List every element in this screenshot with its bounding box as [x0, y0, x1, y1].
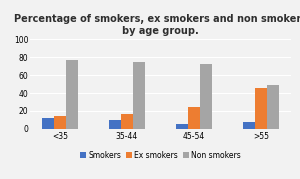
Title: Percentage of smokers, ex smokers and non smokers
by age group.: Percentage of smokers, ex smokers and no… — [14, 14, 300, 36]
Bar — [267, 85, 279, 129]
Bar — [42, 118, 54, 129]
Bar — [176, 124, 188, 129]
Bar — [66, 60, 78, 129]
Legend: Smokers, Ex smokers, Non smokers: Smokers, Ex smokers, Non smokers — [77, 147, 244, 163]
Bar — [109, 120, 121, 129]
Bar — [200, 64, 212, 129]
Bar — [133, 62, 145, 129]
Bar — [255, 88, 267, 129]
Bar — [188, 107, 200, 129]
Bar — [54, 116, 66, 129]
Bar — [121, 114, 133, 129]
Bar — [243, 122, 255, 129]
